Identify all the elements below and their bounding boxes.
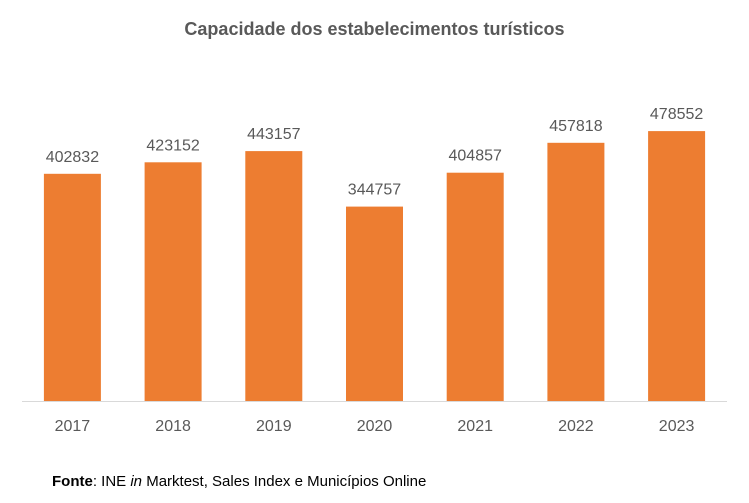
source-text: Marktest, Sales Index e Municípios Onlin… <box>142 473 427 490</box>
bar-2020 <box>346 206 403 401</box>
source-separator: : INE <box>92 473 131 490</box>
x-tick-labels-group: 2017 2018 2019 2020 2021 2022 2023 <box>55 418 695 435</box>
data-label-2020: 344757 <box>348 182 401 199</box>
x-tick-label-2023: 2023 <box>659 418 695 435</box>
data-label-2022: 457818 <box>549 118 602 135</box>
source-italic-word: in <box>130 473 143 490</box>
data-labels-group: 402832 423152 443157 344757 404857 457818 4785… <box>46 106 704 199</box>
x-tick-label-2020: 2020 <box>357 418 393 435</box>
chart-title: Capacidade dos estabelecimentos turístic… <box>184 19 565 39</box>
bar-2019 <box>245 151 303 401</box>
data-label-2021: 404857 <box>449 148 502 165</box>
x-tick-label-2019: 2019 <box>256 418 292 435</box>
data-label-2018: 423152 <box>146 137 199 154</box>
bar-2022 <box>547 142 605 402</box>
bar-2023 <box>648 131 706 401</box>
data-label-2023: 478552 <box>650 106 703 123</box>
source-note: Fonte: INE in Marktest, Sales Index e Mu… <box>52 473 426 490</box>
source-label: Fonte <box>52 473 93 490</box>
x-tick-label-2022: 2022 <box>558 418 594 435</box>
x-tick-label-2021: 2021 <box>457 418 493 435</box>
bars-group <box>43 131 706 402</box>
x-tick-label-2017: 2017 <box>55 418 91 435</box>
data-label-2019: 443157 <box>247 126 300 143</box>
bar-2021 <box>446 172 504 401</box>
bar-2018 <box>144 162 202 401</box>
x-tick-label-2018: 2018 <box>155 418 191 435</box>
data-label-2017: 402832 <box>46 149 99 166</box>
bar-2017 <box>43 173 101 401</box>
